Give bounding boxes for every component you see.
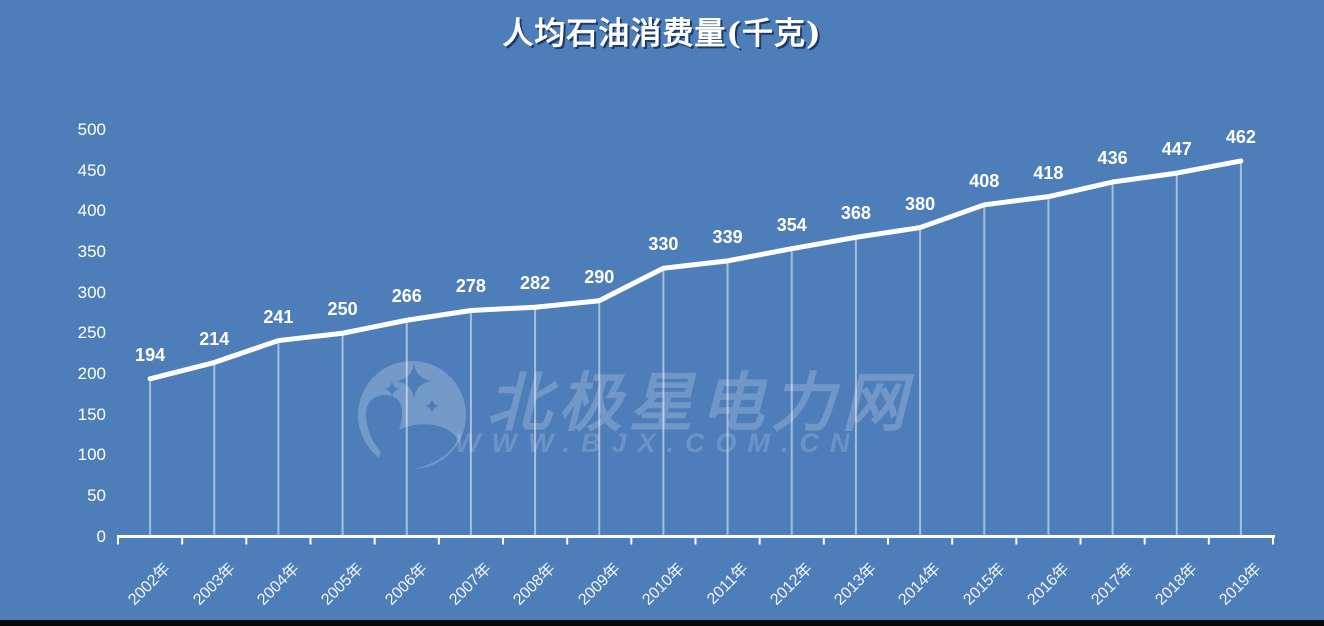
y-tick-label: 250	[77, 323, 106, 343]
data-label: 462	[1225, 126, 1256, 147]
y-tick-label: 500	[77, 120, 106, 139]
data-label: 368	[840, 203, 871, 224]
y-tick-label: 300	[77, 282, 106, 302]
y-tick-label: 50	[87, 485, 106, 505]
y-tick-label: 100	[77, 445, 106, 465]
data-label: 447	[1161, 139, 1192, 160]
data-label: 330	[648, 234, 679, 255]
data-label: 214	[199, 328, 230, 349]
data-label: 278	[455, 276, 486, 297]
y-tick-label: 150	[77, 404, 106, 424]
data-label: 339	[712, 226, 743, 247]
data-label: 436	[1097, 148, 1128, 169]
data-label: 250	[327, 299, 358, 320]
data-label: 408	[969, 170, 1000, 191]
data-label: 282	[520, 273, 551, 294]
series-line	[147, 158, 1244, 382]
chart-title: 人均石油消费量(千克)	[502, 16, 822, 52]
data-label: 380	[905, 193, 936, 214]
data-label: 418	[1033, 162, 1064, 183]
y-tick-label: 450	[77, 160, 106, 180]
data-label: 194	[135, 344, 166, 365]
y-tick-label: 0	[96, 526, 106, 546]
data-label: 290	[584, 266, 615, 287]
bottom-border	[0, 620, 1324, 626]
data-label: 266	[391, 286, 422, 307]
y-tick-label: 400	[77, 201, 106, 221]
y-tick-label: 350	[77, 241, 106, 261]
y-tick-label: 200	[77, 363, 106, 383]
data-label: 354	[776, 214, 807, 235]
data-label: 241	[263, 306, 294, 327]
